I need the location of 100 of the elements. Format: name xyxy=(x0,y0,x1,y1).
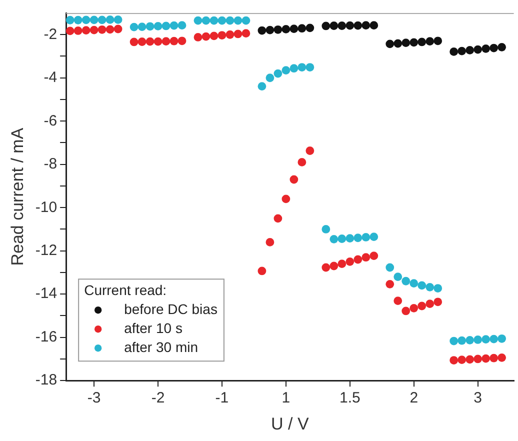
point xyxy=(98,25,106,34)
x-tick-label: -1 xyxy=(215,390,229,407)
point xyxy=(274,214,282,223)
point xyxy=(490,354,498,362)
point xyxy=(210,32,218,40)
y-tick-label: -16 xyxy=(35,328,58,346)
point xyxy=(450,48,458,56)
point xyxy=(266,238,274,246)
point xyxy=(90,16,98,24)
point xyxy=(474,336,482,344)
point xyxy=(66,16,74,24)
point xyxy=(322,263,330,272)
point xyxy=(98,16,106,24)
x-tick-label: 2 xyxy=(410,390,418,407)
point xyxy=(402,38,410,48)
point xyxy=(386,280,394,288)
point xyxy=(482,335,490,344)
point xyxy=(498,42,506,52)
point xyxy=(114,24,122,34)
point xyxy=(66,26,74,36)
point xyxy=(170,36,178,46)
point xyxy=(394,296,402,306)
point xyxy=(410,304,418,312)
point xyxy=(202,32,210,41)
point xyxy=(426,282,434,292)
point xyxy=(210,16,218,25)
point xyxy=(130,22,138,32)
point xyxy=(330,234,338,244)
point xyxy=(274,25,282,34)
legend-label: before DC bias xyxy=(124,300,218,317)
y-axis-title: Read current / mA xyxy=(8,127,27,266)
point xyxy=(274,69,282,78)
point xyxy=(370,21,378,30)
point xyxy=(154,37,162,46)
point xyxy=(458,356,466,364)
point xyxy=(298,63,306,72)
point xyxy=(434,298,442,306)
point xyxy=(338,234,346,243)
point xyxy=(394,39,402,48)
point xyxy=(490,334,498,344)
point xyxy=(266,74,274,82)
point xyxy=(178,21,186,30)
point xyxy=(218,31,226,40)
point xyxy=(266,26,274,34)
x-tick-label: -3 xyxy=(87,390,101,407)
point xyxy=(354,21,362,30)
point xyxy=(202,16,210,25)
point xyxy=(242,16,250,25)
point xyxy=(218,16,226,25)
point xyxy=(298,24,306,33)
point xyxy=(346,257,354,266)
point xyxy=(234,16,242,25)
point xyxy=(154,22,162,30)
point xyxy=(370,232,378,242)
point xyxy=(490,44,498,52)
point xyxy=(138,22,146,32)
point xyxy=(178,36,186,46)
x-tick-label: 1 xyxy=(282,390,290,407)
point xyxy=(82,26,90,34)
point xyxy=(330,22,338,30)
point xyxy=(426,300,434,308)
point xyxy=(226,16,234,25)
point xyxy=(362,253,370,262)
point xyxy=(386,40,394,48)
point xyxy=(346,21,354,30)
point xyxy=(362,233,370,242)
point xyxy=(338,22,346,30)
legend-label: after 10 s xyxy=(124,320,182,336)
point xyxy=(106,25,114,34)
point xyxy=(226,30,234,39)
y-tick-label: -2 xyxy=(44,26,58,43)
point xyxy=(258,266,266,276)
x-tick-label: -2 xyxy=(151,390,165,407)
point xyxy=(258,82,266,91)
point xyxy=(418,302,426,310)
legend-title: Current read: xyxy=(84,282,167,298)
point xyxy=(106,16,114,24)
y-tick-label: -14 xyxy=(35,285,58,302)
point xyxy=(290,64,298,73)
point xyxy=(450,336,458,346)
point xyxy=(410,38,418,47)
legend-label: after 30 min xyxy=(124,338,198,355)
x-axis-title: U / V xyxy=(271,414,310,434)
point xyxy=(306,146,314,155)
point xyxy=(306,63,314,72)
point xyxy=(346,234,354,243)
point xyxy=(306,24,314,32)
x-tick-label: 3 xyxy=(474,390,482,407)
point xyxy=(434,36,442,46)
point xyxy=(74,16,82,24)
point xyxy=(130,38,138,46)
x-tick-label: 1.5 xyxy=(339,390,360,407)
point xyxy=(282,25,290,34)
point xyxy=(402,276,410,286)
point xyxy=(418,281,426,290)
point xyxy=(146,37,154,46)
point xyxy=(450,356,458,364)
point xyxy=(234,30,242,38)
point xyxy=(410,279,418,288)
point xyxy=(466,46,474,54)
